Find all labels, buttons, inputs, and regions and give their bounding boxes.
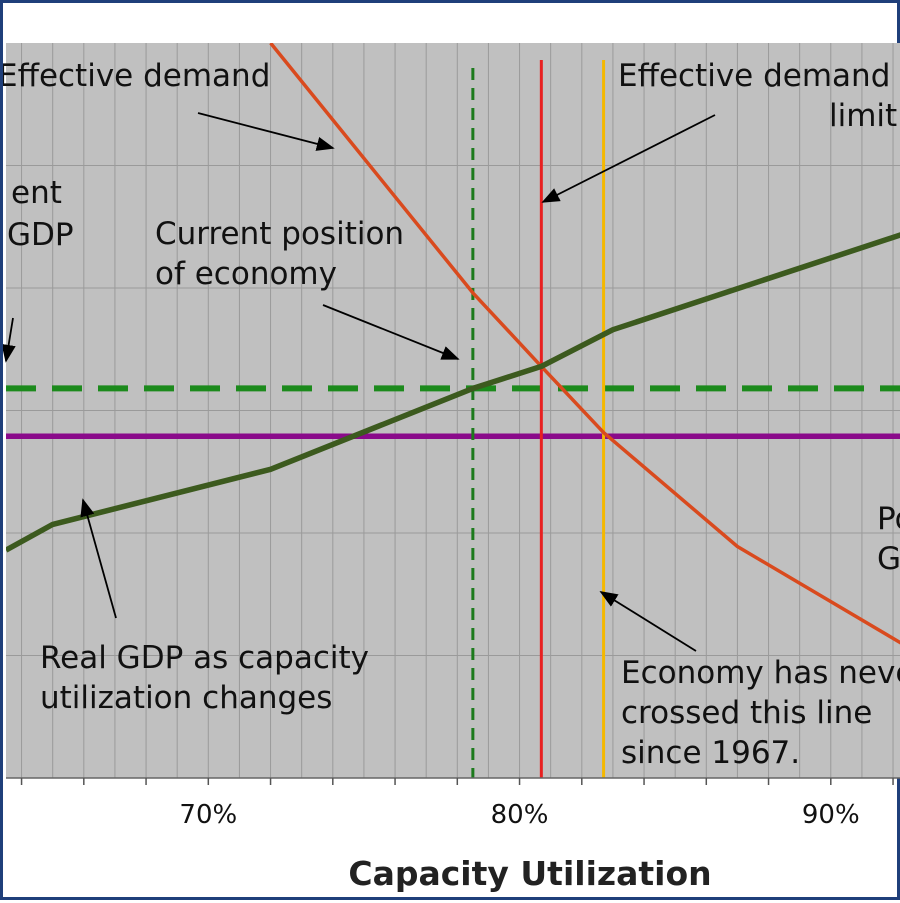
current-position-arrow [322,304,460,360]
current-gdp-label: ent GDP [7,175,74,253]
series-layer [6,43,900,778]
current-position-label: Current position of economy [155,216,414,292]
effective-demand-limit-arrow [541,114,716,203]
annotation-arrows [3,112,716,652]
never-crossed-arrow [599,591,697,652]
real-gdp-line [6,232,900,553]
current-gdp-arrow [3,317,16,363]
real-gdp-arrow [80,498,117,619]
potential-gdp-label: Po G [877,501,900,577]
x-axis-ticks: 70% 80% 90% [20,778,894,830]
x-tick-label: 70% [179,800,237,830]
effective-demand-line [269,43,900,645]
x-tick-label: 90% [802,800,860,830]
real-gdp-label: Real GDP as capacity utilization changes [40,640,379,716]
effective-demand-arrow [197,112,335,151]
capacity-utilization-chart: 70% 80% 90% Effective demand Effective dem… [3,43,900,893]
effective-demand-limit-label: Effective demand limit [618,58,900,134]
never-crossed-label: Economy has never crossed this line sinc… [621,655,900,771]
effective-demand-label: Effective demand [3,58,270,94]
x-tick-label: 80% [491,800,549,830]
gridlines [6,43,900,778]
x-axis-title: Capacity Utilization [348,854,711,893]
